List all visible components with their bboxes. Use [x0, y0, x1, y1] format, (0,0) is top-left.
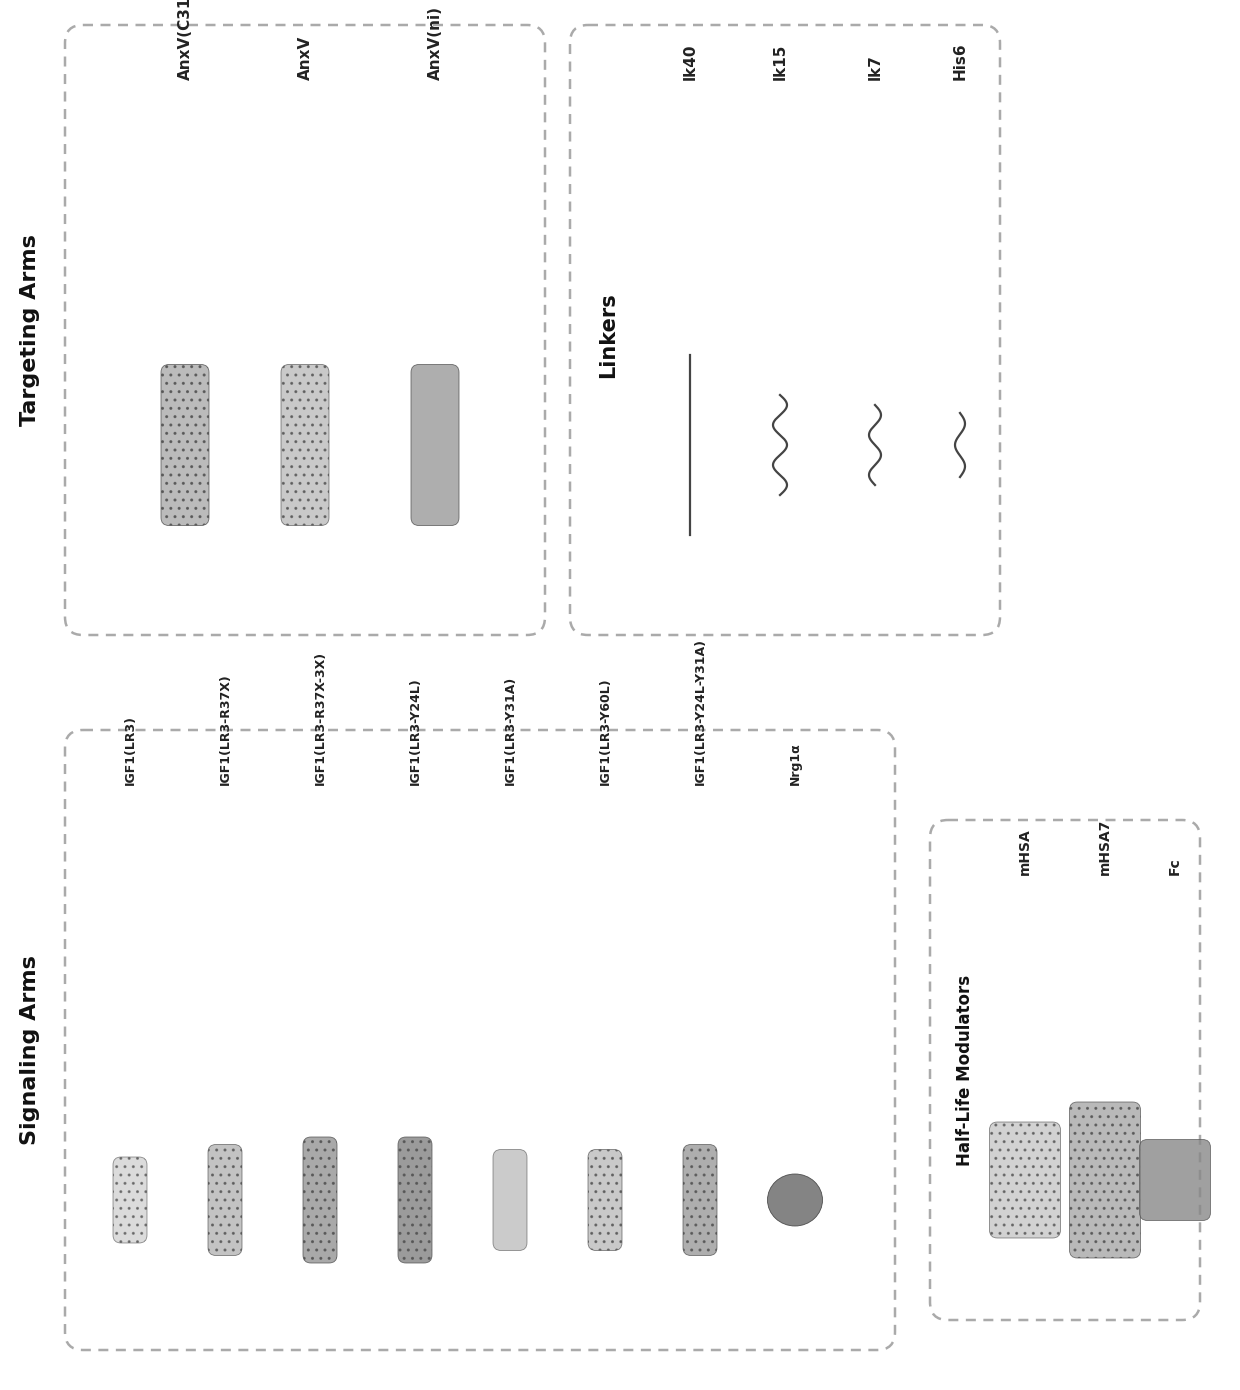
- FancyBboxPatch shape: [64, 25, 546, 635]
- FancyBboxPatch shape: [494, 1150, 527, 1251]
- FancyBboxPatch shape: [303, 1137, 337, 1264]
- Text: mHSA7: mHSA7: [1097, 819, 1112, 874]
- FancyBboxPatch shape: [208, 1144, 242, 1255]
- Text: IGF1(LR3-Y31A): IGF1(LR3-Y31A): [503, 676, 517, 785]
- FancyBboxPatch shape: [398, 1137, 432, 1264]
- Text: IGF1(LR3-Y24L): IGF1(LR3-Y24L): [408, 677, 422, 785]
- FancyBboxPatch shape: [1140, 1140, 1210, 1220]
- FancyBboxPatch shape: [113, 1156, 148, 1243]
- Text: AnxV(C316S): AnxV(C316S): [177, 0, 192, 81]
- Text: IGF1(LR3): IGF1(LR3): [124, 714, 136, 785]
- Text: AnxV: AnxV: [298, 36, 312, 81]
- FancyBboxPatch shape: [1069, 1102, 1141, 1258]
- FancyBboxPatch shape: [930, 820, 1200, 1320]
- Text: His6: His6: [952, 42, 967, 81]
- FancyBboxPatch shape: [588, 1150, 622, 1251]
- Text: Targeting Arms: Targeting Arms: [20, 234, 40, 425]
- Text: lk15: lk15: [773, 43, 787, 81]
- FancyBboxPatch shape: [570, 25, 999, 635]
- Text: IGF1(LR3-Y24L-Y31A): IGF1(LR3-Y24L-Y31A): [693, 638, 707, 785]
- Text: lk7: lk7: [868, 54, 883, 81]
- Text: Half-Life Modulators: Half-Life Modulators: [956, 974, 973, 1166]
- Text: mHSA: mHSA: [1018, 828, 1032, 874]
- Text: Fc: Fc: [1168, 858, 1182, 874]
- Text: IGF1(LR3-R37X): IGF1(LR3-R37X): [218, 673, 232, 785]
- FancyBboxPatch shape: [410, 364, 459, 525]
- FancyBboxPatch shape: [990, 1122, 1060, 1238]
- Text: Nrg1α: Nrg1α: [789, 742, 801, 785]
- FancyBboxPatch shape: [64, 730, 895, 1350]
- FancyBboxPatch shape: [683, 1144, 717, 1255]
- Text: lk40: lk40: [682, 43, 697, 81]
- Text: IGF1(LR3-R37X-3X): IGF1(LR3-R37X-3X): [314, 651, 326, 785]
- Text: Signaling Arms: Signaling Arms: [20, 955, 40, 1145]
- Text: IGF1(LR3-Y60L): IGF1(LR3-Y60L): [599, 677, 611, 785]
- FancyBboxPatch shape: [281, 364, 329, 525]
- Text: Linkers: Linkers: [598, 292, 618, 378]
- FancyBboxPatch shape: [161, 364, 210, 525]
- Ellipse shape: [768, 1175, 822, 1226]
- Text: AnxV(ni): AnxV(ni): [428, 6, 443, 81]
